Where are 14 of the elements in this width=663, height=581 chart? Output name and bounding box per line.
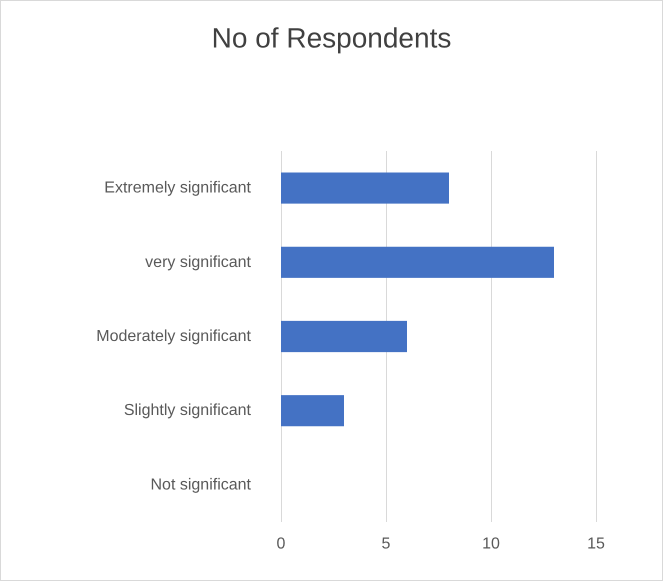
y-tick-label: Moderately significant (96, 328, 252, 345)
x-tick-label: 10 (482, 536, 500, 552)
x-tick-label: 15 (587, 536, 605, 552)
x-tick-label: 0 (276, 536, 286, 552)
bar (281, 246, 554, 278)
y-tick-label: Slightly significant (124, 402, 252, 420)
bar (281, 172, 449, 204)
y-tick-label: very significant (145, 254, 252, 271)
bar (281, 320, 407, 352)
x-tick-label: 5 (382, 536, 391, 552)
bar (281, 395, 344, 426)
chart-title: No of Respondents (212, 22, 452, 54)
y-tick-label: Not significant (150, 476, 252, 494)
y-tick-label: Extremely significant (104, 180, 252, 197)
